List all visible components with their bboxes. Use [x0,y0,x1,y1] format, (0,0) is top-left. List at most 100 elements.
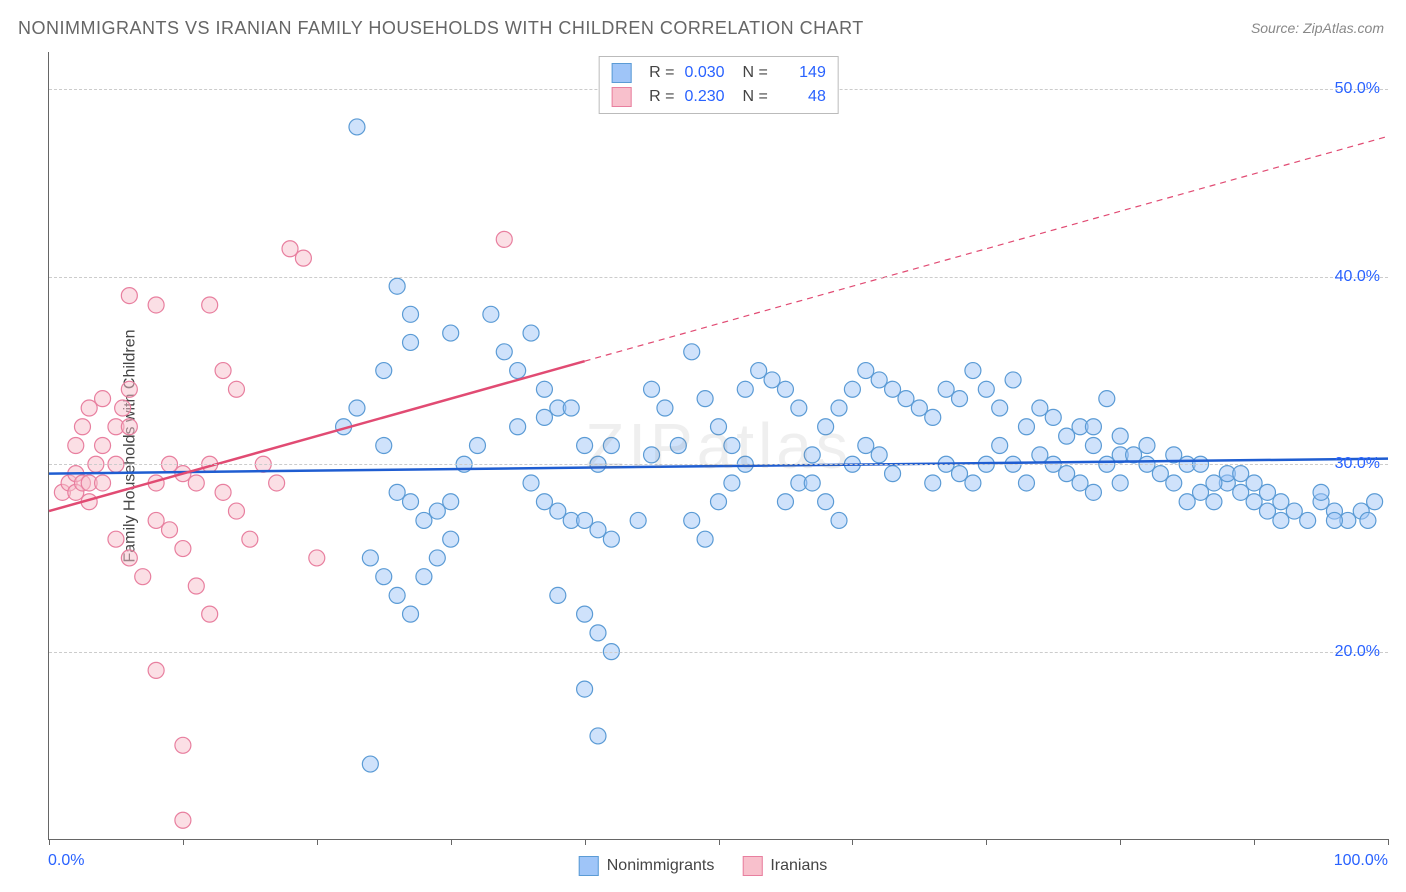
point-nonimmigrants [1112,428,1128,444]
point-nonimmigrants [1206,494,1222,510]
gridline [49,464,1388,465]
point-iranians [215,363,231,379]
stat-n-value: 48 [778,88,826,106]
point-nonimmigrants [1152,466,1168,482]
point-nonimmigrants [992,438,1008,454]
point-nonimmigrants [577,438,593,454]
point-nonimmigrants [1139,438,1155,454]
point-iranians [175,541,191,557]
point-nonimmigrants [791,400,807,416]
x-tick [1254,839,1255,845]
point-nonimmigrants [550,503,566,519]
point-nonimmigrants [603,438,619,454]
gridline [49,277,1388,278]
point-iranians [202,297,218,313]
point-nonimmigrants [697,531,713,547]
point-iranians [95,475,111,491]
point-nonimmigrants [644,381,660,397]
point-nonimmigrants [670,438,686,454]
point-nonimmigrants [1367,494,1383,510]
y-tick-label: 20.0% [1335,643,1380,661]
point-iranians [115,400,131,416]
point-nonimmigrants [858,363,874,379]
point-iranians [95,391,111,407]
point-nonimmigrants [711,494,727,510]
point-iranians [228,503,244,519]
point-nonimmigrants [952,391,968,407]
point-nonimmigrants [1085,438,1101,454]
point-nonimmigrants [1206,475,1222,491]
point-nonimmigrants [992,400,1008,416]
point-nonimmigrants [376,569,392,585]
point-nonimmigrants [844,381,860,397]
point-nonimmigrants [389,587,405,603]
point-nonimmigrants [911,400,927,416]
point-nonimmigrants [1259,503,1275,519]
x-tick [317,839,318,845]
point-nonimmigrants [1072,475,1088,491]
point-nonimmigrants [804,475,820,491]
legend-label: Iranians [770,857,827,874]
point-iranians [295,250,311,266]
point-nonimmigrants [818,419,834,435]
point-nonimmigrants [1018,419,1034,435]
point-nonimmigrants [590,728,606,744]
point-nonimmigrants [362,550,378,566]
x-tick [585,839,586,845]
point-iranians [162,522,178,538]
stats-legend: R = 0.030 N = 149R = 0.230 N = 48 [598,56,839,114]
point-nonimmigrants [1300,512,1316,528]
point-iranians [121,381,137,397]
point-nonimmigrants [403,494,419,510]
point-nonimmigrants [550,587,566,603]
stats-legend-row: R = 0.030 N = 149 [611,61,826,85]
point-nonimmigrants [885,466,901,482]
point-nonimmigrants [1059,466,1075,482]
point-iranians [148,662,164,678]
legend-label: Nonimmigrants [607,857,715,874]
point-nonimmigrants [777,381,793,397]
point-nonimmigrants [443,325,459,341]
point-nonimmigrants [804,447,820,463]
point-nonimmigrants [403,606,419,622]
point-iranians [175,737,191,753]
point-nonimmigrants [483,306,499,322]
point-nonimmigrants [711,419,727,435]
point-nonimmigrants [523,475,539,491]
point-iranians [135,569,151,585]
point-nonimmigrants [1273,494,1289,510]
point-nonimmigrants [885,381,901,397]
x-axis-min-label: 0.0% [48,852,84,870]
point-nonimmigrants [429,503,445,519]
point-nonimmigrants [657,400,673,416]
point-nonimmigrants [563,400,579,416]
point-nonimmigrants [536,409,552,425]
point-nonimmigrants [1326,512,1342,528]
point-iranians [188,578,204,594]
point-nonimmigrants [349,400,365,416]
point-nonimmigrants [523,325,539,341]
x-tick [451,839,452,845]
point-iranians [81,400,97,416]
point-iranians [282,241,298,257]
point-iranians [95,438,111,454]
point-nonimmigrants [496,344,512,360]
source-attribution: Source: ZipAtlas.com [1251,20,1384,36]
point-nonimmigrants [443,494,459,510]
stat-n-label: N = [743,88,768,106]
point-nonimmigrants [1032,447,1048,463]
point-nonimmigrants [684,344,700,360]
legend-swatch [611,63,631,83]
point-nonimmigrants [952,466,968,482]
point-nonimmigrants [1032,400,1048,416]
point-iranians [228,381,244,397]
x-axis-max-label: 100.0% [1334,852,1388,870]
point-nonimmigrants [577,681,593,697]
point-nonimmigrants [1246,494,1262,510]
point-nonimmigrants [590,625,606,641]
y-tick-label: 50.0% [1335,80,1380,98]
point-nonimmigrants [938,381,954,397]
point-nonimmigrants [724,438,740,454]
point-nonimmigrants [898,391,914,407]
x-tick [986,839,987,845]
